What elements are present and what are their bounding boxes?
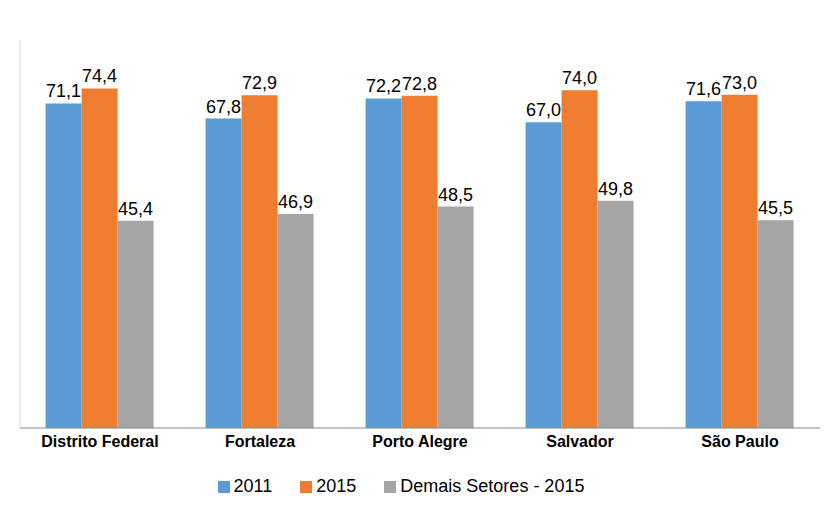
svg-text:72,2: 72,2 xyxy=(366,76,401,96)
svg-text:71,6: 71,6 xyxy=(686,79,721,99)
svg-text:74,4: 74,4 xyxy=(82,66,117,86)
svg-text:73,0: 73,0 xyxy=(722,73,757,93)
svg-text:67,8: 67,8 xyxy=(206,97,241,117)
svg-text:48,5: 48,5 xyxy=(438,185,473,205)
svg-text:45,4: 45,4 xyxy=(118,199,153,219)
svg-text:São Paulo: São Paulo xyxy=(701,433,779,450)
svg-text:72,8: 72,8 xyxy=(402,74,437,94)
html-text:2015: 2015 xyxy=(316,476,357,496)
svg-text:46,9: 46,9 xyxy=(278,192,313,212)
svg-text:Porto Alegre: Porto Alegre xyxy=(372,433,468,450)
svg-text:71,1: 71,1 xyxy=(46,81,81,101)
svg-text:45,5: 45,5 xyxy=(758,198,793,218)
html-text:2011: 2011 xyxy=(233,476,273,496)
svg-text:Fortaleza: Fortaleza xyxy=(225,433,295,450)
svg-text:49,8: 49,8 xyxy=(598,179,633,199)
svg-text:67,0: 67,0 xyxy=(526,100,561,120)
svg-text:72,9: 72,9 xyxy=(242,73,277,93)
svg-text:Salvador: Salvador xyxy=(546,433,614,450)
html-text:Demais Setores - 2015: Demais Setores - 2015 xyxy=(400,476,585,496)
svg-text:Distrito Federal: Distrito Federal xyxy=(41,433,158,450)
svg-text:74,0: 74,0 xyxy=(562,68,597,88)
